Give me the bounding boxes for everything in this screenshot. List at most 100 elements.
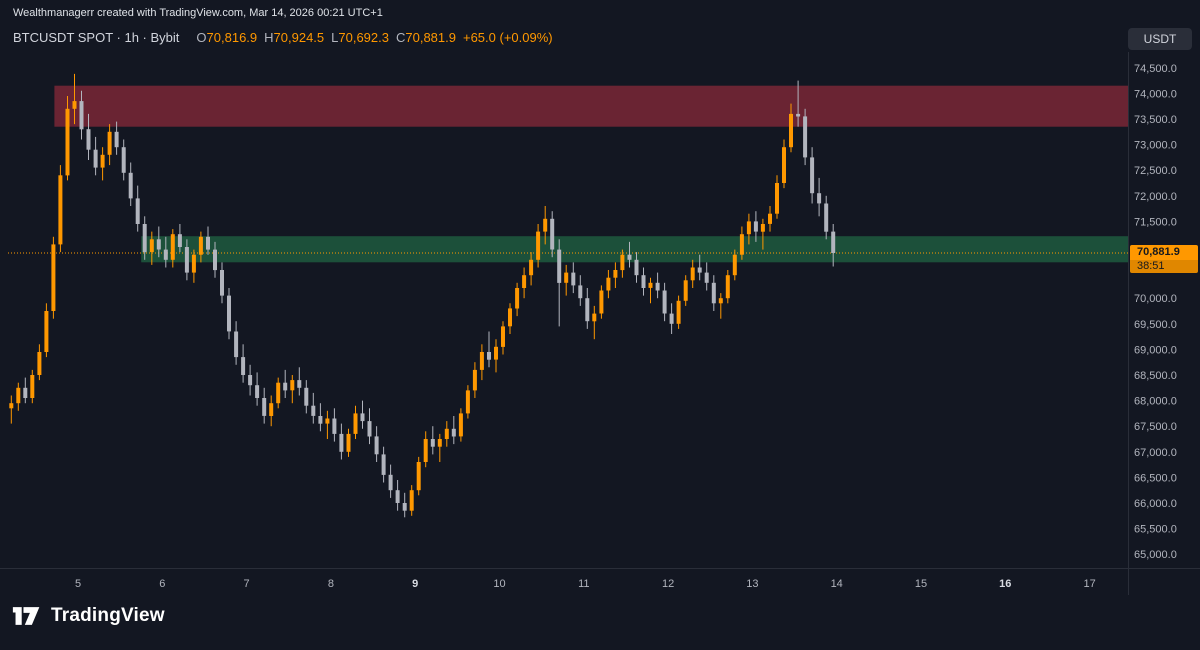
symbol-title[interactable]: BTCUSDT SPOT · 1h · Bybit <box>13 30 180 45</box>
candle-body <box>65 108 70 176</box>
candle-body <box>409 490 414 511</box>
time-tick-label: 6 <box>159 578 165 590</box>
currency-toggle-button[interactable]: USDT <box>1128 28 1192 50</box>
candle-body <box>374 436 379 455</box>
candle-body <box>156 239 161 250</box>
candle-body <box>170 234 175 260</box>
tradingview-logo[interactable]: TradingView <box>12 603 165 629</box>
candle-body <box>451 428 456 437</box>
candle-body <box>353 413 358 434</box>
candle-body <box>44 311 49 352</box>
candle-body <box>437 439 442 447</box>
time-tick-label: 12 <box>662 578 674 590</box>
candle-body <box>149 239 154 253</box>
candle-body <box>817 193 822 204</box>
candle-body <box>465 390 470 414</box>
candle-body <box>444 428 449 439</box>
price-tick-label: 73,000.0 <box>1134 140 1177 152</box>
candle-body <box>318 416 323 424</box>
candle-body <box>402 503 407 511</box>
candle-body <box>515 288 520 309</box>
price-tick-label: 69,500.0 <box>1134 319 1177 331</box>
last-price-label: 70,881.9 38:51 <box>1130 245 1198 274</box>
price-tick-label: 65,000.0 <box>1134 549 1177 561</box>
price-tick-label: 71,500.0 <box>1134 216 1177 228</box>
candle-body <box>487 352 491 360</box>
time-tick-label: 5 <box>75 578 81 590</box>
demand-zone[interactable] <box>141 236 1128 263</box>
time-tick-label: 11 <box>578 578 589 590</box>
candle-body <box>803 116 808 158</box>
price-tick-label: 65,500.0 <box>1134 524 1177 536</box>
candle-body <box>711 282 716 304</box>
candle-body <box>297 380 302 388</box>
candle-body <box>613 270 618 278</box>
candle-body <box>332 418 337 434</box>
candle-body <box>704 272 709 283</box>
candle-body <box>430 439 435 447</box>
candle-body <box>9 403 14 409</box>
candle-body <box>234 331 239 358</box>
candle-body <box>311 405 316 416</box>
candle-body <box>775 183 779 214</box>
candle-body <box>177 234 182 247</box>
candle-body <box>388 474 393 491</box>
price-tick-label: 72,500.0 <box>1134 165 1177 177</box>
supply-zone[interactable] <box>54 85 1128 127</box>
candle-body <box>522 275 527 288</box>
candle-body <box>100 154 105 168</box>
candle-body <box>458 413 463 437</box>
price-tick-label: 67,500.0 <box>1134 421 1177 433</box>
candle-body <box>72 101 77 109</box>
open-label: O <box>196 30 207 45</box>
candle-body <box>739 234 744 255</box>
candle-body <box>86 129 91 150</box>
candle-body <box>121 147 126 173</box>
candle-body <box>718 298 723 304</box>
low-label: L <box>331 30 339 45</box>
candle-body <box>634 259 639 276</box>
candle-body <box>248 375 253 386</box>
candle-body <box>494 346 498 360</box>
candle-body <box>184 247 189 273</box>
candle-body <box>290 380 295 391</box>
time-tick-label: 17 <box>1083 578 1095 590</box>
last-price-value: 70,881.9 <box>1130 245 1198 261</box>
candle-body <box>782 147 786 183</box>
candle-body <box>423 439 428 462</box>
candle-body <box>206 236 210 250</box>
candle-body <box>51 244 56 311</box>
candle-body <box>768 213 772 224</box>
candle-body <box>732 254 737 276</box>
candle-body <box>592 313 597 322</box>
candle-body <box>508 308 512 327</box>
candle-body <box>760 224 765 232</box>
symbol-legend: BTCUSDT SPOT · 1h · Bybit O70,816.9 H70,92… <box>13 30 553 45</box>
candle-body <box>543 218 548 232</box>
high-label: H <box>264 30 274 45</box>
candle-body <box>325 418 330 424</box>
candle-body <box>472 369 477 391</box>
tradingview-mark-icon <box>12 607 40 625</box>
close-label: C <box>395 30 406 45</box>
candle-body <box>789 113 793 148</box>
price-tick-label: 68,500.0 <box>1134 370 1177 382</box>
candle-body <box>37 352 42 375</box>
candle-body <box>114 131 119 148</box>
candle-body <box>128 172 133 199</box>
candle-body <box>536 231 541 260</box>
candle-body <box>669 313 674 324</box>
time-tick-label: 10 <box>493 578 505 590</box>
candle-body <box>529 259 534 276</box>
time-axis[interactable] <box>0 569 1200 596</box>
time-tick-label: 9 <box>412 578 418 590</box>
candle-body <box>276 382 281 404</box>
candle-body <box>381 454 386 475</box>
candle-body <box>479 352 484 370</box>
price-axis[interactable] <box>1129 52 1200 568</box>
candle-body <box>416 462 421 491</box>
candle-body <box>93 149 98 168</box>
candle-body <box>191 254 196 273</box>
